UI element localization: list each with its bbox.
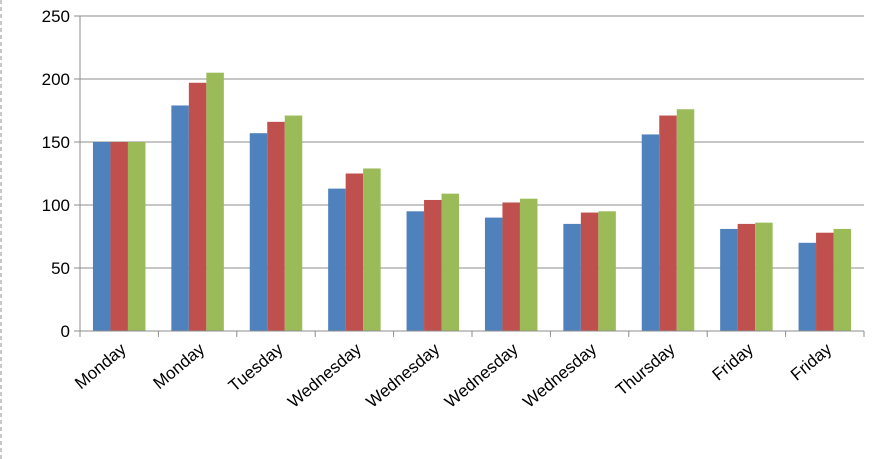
- axes: [74, 15, 865, 337]
- bar: [284, 115, 303, 331]
- bar: [798, 242, 817, 331]
- bar: [267, 121, 285, 331]
- y-tick-label: 0: [61, 322, 70, 341]
- x-tick-label: Friday: [709, 339, 758, 384]
- bar: [659, 115, 677, 331]
- x-tick-label: Wednesday: [519, 339, 600, 411]
- bar: [188, 82, 207, 331]
- bar: [598, 211, 616, 331]
- bar: [92, 142, 111, 331]
- bar: [328, 188, 346, 331]
- bar: [484, 217, 503, 331]
- bar: [345, 173, 364, 331]
- bar: [641, 134, 660, 331]
- bar: [519, 198, 538, 331]
- bar: [563, 223, 581, 331]
- x-tick-label: Monday: [150, 339, 209, 393]
- y-tick-label: 200: [42, 70, 70, 89]
- y-tick-label: 100: [42, 196, 70, 215]
- bar: [127, 142, 146, 331]
- y-axis-labels: 0 50 100 150 200 250: [42, 7, 70, 341]
- bar: [406, 211, 425, 331]
- bar: [249, 133, 268, 331]
- x-tick-label: Wednesday: [441, 339, 522, 411]
- x-tick-label: Friday: [787, 339, 836, 384]
- bar: [424, 199, 442, 331]
- bar: [110, 142, 128, 331]
- bar: [833, 228, 852, 331]
- bar: [580, 212, 599, 331]
- bar: [502, 202, 520, 331]
- x-tick-label: Wednesday: [363, 339, 444, 411]
- y-tick-label: 150: [42, 133, 70, 152]
- bar: [816, 232, 834, 331]
- x-tick-label: Thursday: [612, 339, 679, 399]
- bar: [737, 223, 756, 331]
- x-axis-labels: Monday Monday TuesdayWednesdayWednesdayWed…: [71, 339, 836, 411]
- y-tick-label: 50: [51, 259, 70, 278]
- bar: [171, 105, 189, 332]
- bar: [441, 193, 460, 331]
- x-tick-label: Monday: [71, 339, 130, 393]
- x-tick-label: Wednesday: [284, 339, 365, 411]
- x-tick-label: Tuesday: [225, 339, 287, 395]
- bars: [92, 72, 852, 332]
- page-border: [0, 0, 2, 459]
- bar: [363, 168, 381, 331]
- bar: [206, 72, 224, 331]
- bar: [755, 222, 773, 331]
- y-tick-label: 250: [42, 7, 70, 26]
- bar: [720, 228, 738, 331]
- bar: [676, 109, 695, 332]
